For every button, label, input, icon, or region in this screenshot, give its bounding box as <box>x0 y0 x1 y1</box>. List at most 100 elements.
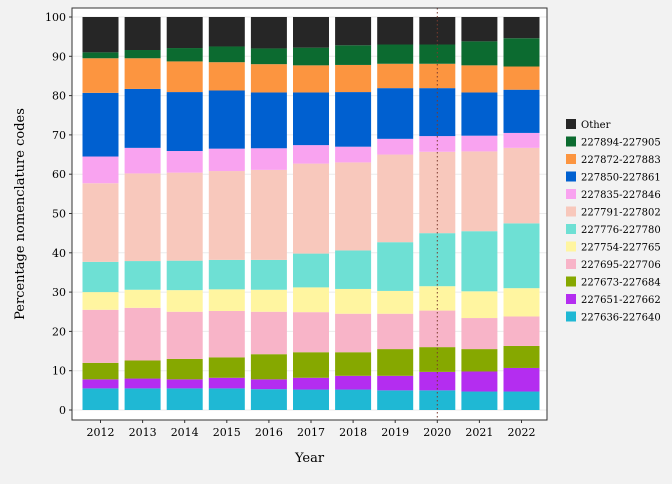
bar-segment-227754-227765-2015 <box>208 289 245 311</box>
bar-segment-227850-227861-2016 <box>250 92 287 149</box>
bar-segment-other-2020 <box>419 17 456 45</box>
bar-segment-227673-227684-2012 <box>82 362 119 380</box>
bar-segment-227791-227802-2021 <box>461 151 498 232</box>
bar-segment-227636-227640-2016 <box>250 389 287 410</box>
y-tick-label: 60 <box>52 168 66 181</box>
bar-segment-227894-227905-2015 <box>208 46 245 63</box>
bar-segment-227850-227861-2014 <box>166 92 203 152</box>
bar-segment-227894-227905-2020 <box>419 44 456 64</box>
bar-segment-227673-227684-2022 <box>503 345 540 368</box>
bar-segment-227894-227905-2013 <box>124 50 161 59</box>
legend-label: Other <box>581 120 611 131</box>
bar-segment-227894-227905-2018 <box>335 45 372 65</box>
legend-swatch <box>566 171 576 182</box>
bar-segment-227695-227706-2014 <box>166 311 203 359</box>
legend-swatch <box>566 294 576 304</box>
bar-segment-other-2017 <box>293 17 329 48</box>
y-axis-title: Percentage nomenclature codes <box>13 108 28 320</box>
bar-segment-227776-227780-2015 <box>208 259 245 290</box>
bar-segment-227872-227883-2015 <box>208 62 245 91</box>
bar-segment-227754-227765-2018 <box>335 288 372 314</box>
bar-segment-other-2018 <box>335 17 372 46</box>
bar-segment-227894-227905-2022 <box>503 38 540 67</box>
bar-segment-227872-227883-2012 <box>82 58 119 93</box>
legend-label: 227894-227905 <box>581 138 661 149</box>
bar-segment-227894-227905-2014 <box>166 48 203 62</box>
bar-segment-227636-227640-2015 <box>208 388 245 410</box>
bar-segment-227872-227883-2018 <box>335 64 372 93</box>
bar-segment-227835-227846-2021 <box>461 135 498 152</box>
bar-segment-227673-227684-2019 <box>377 349 414 376</box>
y-tick-label: 90 <box>52 50 66 63</box>
bar-segment-other-2019 <box>377 17 414 45</box>
legend-swatch <box>566 154 576 164</box>
bar-segment-227872-227883-2019 <box>377 63 414 89</box>
bar-segment-227835-227846-2015 <box>208 148 245 172</box>
bar-segment-227651-227662-2022 <box>503 367 540 392</box>
legend-label: 227695-227706 <box>581 260 661 271</box>
bar-segment-227850-227861-2018 <box>335 92 372 147</box>
bar-segment-other-2013 <box>124 17 161 51</box>
legend-label: 227835-227846 <box>581 190 661 201</box>
bar-segment-227636-227640-2014 <box>166 388 203 410</box>
bar-segment-227651-227662-2013 <box>124 378 161 389</box>
bar-segment-227776-227780-2019 <box>377 242 414 291</box>
bar-segment-227791-227802-2016 <box>250 169 287 260</box>
x-tick-label: 2018 <box>339 426 367 439</box>
bar-segment-227673-227684-2015 <box>208 357 245 378</box>
bar-segment-227754-227765-2012 <box>82 292 119 310</box>
bar-segment-227636-227640-2018 <box>335 389 372 410</box>
x-tick-label: 2015 <box>213 426 241 439</box>
bar-segment-227872-227883-2022 <box>503 66 540 90</box>
bar-segment-227872-227883-2021 <box>461 65 498 93</box>
bar-segment-227754-227765-2022 <box>503 288 540 317</box>
bar-segment-227754-227765-2017 <box>293 287 329 313</box>
bar-segment-227894-227905-2012 <box>82 52 119 59</box>
bars-layer <box>82 8 540 420</box>
bar-segment-227835-227846-2019 <box>377 138 414 155</box>
bar-segment-227835-227846-2016 <box>250 148 287 170</box>
bar-segment-227636-227640-2021 <box>461 391 498 410</box>
bar-segment-other-2014 <box>166 17 203 49</box>
bar-segment-227776-227780-2021 <box>461 231 498 292</box>
legend-swatch <box>566 136 576 147</box>
bar-segment-227651-227662-2019 <box>377 375 414 391</box>
bar-segment-227776-227780-2012 <box>82 261 119 293</box>
bar-segment-227791-227802-2014 <box>166 172 203 261</box>
bar-segment-other-2016 <box>250 17 287 49</box>
bar-segment-other-2021 <box>461 17 498 42</box>
y-tick-label: 80 <box>52 90 66 103</box>
legend-label: 227872-227883 <box>581 155 661 166</box>
legend-swatch <box>566 206 576 217</box>
bar-segment-227673-227684-2016 <box>250 354 287 380</box>
bar-segment-227754-227765-2019 <box>377 290 414 314</box>
bar-segment-227651-227662-2018 <box>335 375 372 390</box>
bar-segment-227835-227846-2014 <box>166 151 203 173</box>
bar-segment-227754-227765-2014 <box>166 290 203 312</box>
y-tick-label: 0 <box>59 404 66 417</box>
bar-segment-other-2015 <box>208 17 245 47</box>
bar-segment-227695-227706-2015 <box>208 310 245 358</box>
bar-segment-227894-227905-2017 <box>293 47 329 66</box>
x-tick-label: 2017 <box>297 426 325 439</box>
x-tick-label: 2016 <box>255 426 283 439</box>
y-tick-label: 40 <box>52 247 66 260</box>
bar-segment-227636-227640-2019 <box>377 390 414 410</box>
bar-segment-227673-227684-2021 <box>461 349 498 372</box>
legend-swatch <box>566 311 576 322</box>
bar-segment-227636-227640-2013 <box>124 388 161 410</box>
bar-segment-227872-227883-2013 <box>124 58 161 89</box>
bar-segment-227651-227662-2016 <box>250 379 287 390</box>
bar-segment-227850-227861-2019 <box>377 88 414 139</box>
bar-segment-227791-227802-2017 <box>293 163 329 254</box>
y-tick-label: 50 <box>52 208 66 221</box>
bar-segment-227791-227802-2013 <box>124 173 161 262</box>
bar-segment-227894-227905-2016 <box>250 48 287 65</box>
bar-segment-227776-227780-2017 <box>293 253 329 288</box>
bar-segment-227636-227640-2012 <box>82 388 119 410</box>
x-tick-label: 2012 <box>87 426 115 439</box>
legend-label: 227776-227780 <box>581 225 661 236</box>
legend-swatch <box>566 259 576 269</box>
